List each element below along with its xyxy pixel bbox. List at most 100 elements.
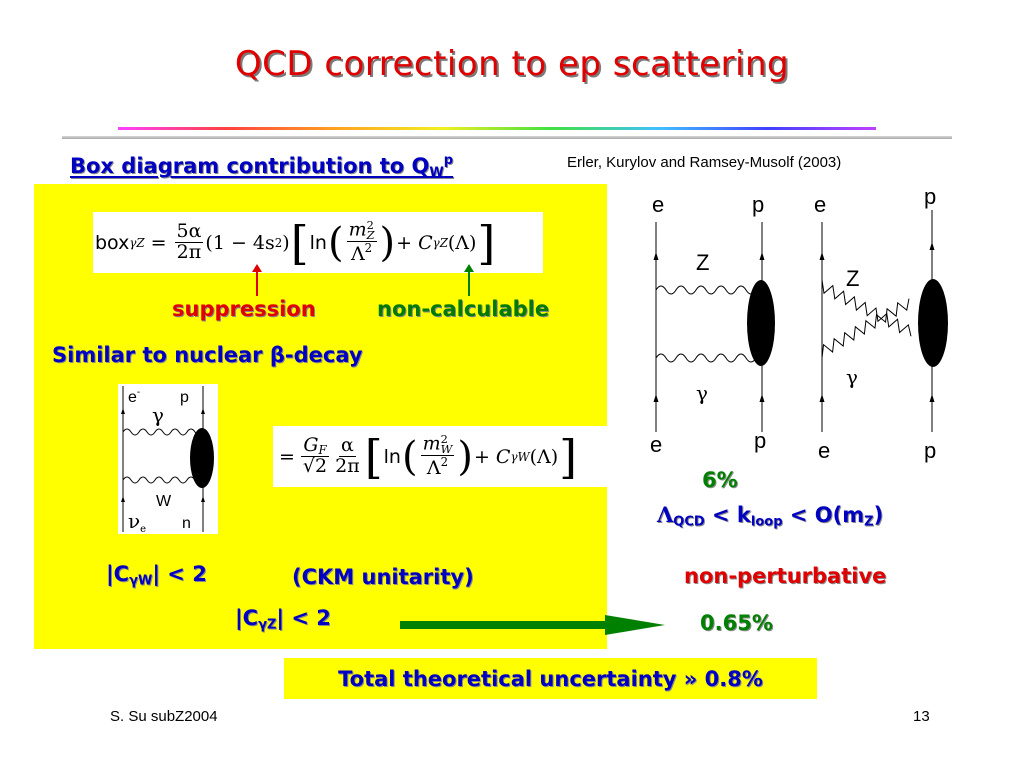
formula2-c-arg: (Λ) — [529, 445, 559, 468]
formula2-inner-den-l: Λ — [426, 456, 441, 479]
formula1-lhs: box — [95, 231, 130, 254]
right-arrow-icon — [400, 615, 665, 635]
formula2-inner-den-sup: 2 — [440, 454, 449, 469]
formula2-alpha-num: α — [338, 434, 356, 457]
ckm2-post: | < 2 — [276, 606, 331, 630]
similar-to-beta-decay: Similar to nuclear β-decay — [52, 343, 363, 367]
formula2-inner-num-sub: W — [440, 442, 453, 457]
formula1-c-arg: (Λ) — [447, 231, 477, 254]
formula1-equals: = — [150, 231, 167, 254]
small-n-label: n — [182, 515, 191, 532]
rainbow-divider — [118, 127, 876, 130]
formula1-inner-den-sup: 2 — [364, 240, 373, 255]
formula2-ln: ln — [383, 445, 401, 468]
formula1-num: 5α — [174, 220, 204, 243]
formula1-inner-num-sup: 2 — [366, 218, 374, 233]
lambda-mid: < k — [704, 503, 751, 527]
d1-gamma: γ — [696, 381, 708, 405]
d2-e-top: e — [814, 192, 826, 217]
lambda-m-sub: Z — [864, 514, 874, 530]
crossed-box-diagram: e p Z γ e p — [814, 184, 948, 463]
direct-box-diagram: e p Z γ e p — [650, 192, 775, 457]
formula1-factor-sup: 2 — [274, 235, 283, 250]
d1-p-top: p — [752, 192, 764, 217]
d2-p-top: p — [924, 184, 936, 209]
small-e: e — [128, 389, 137, 406]
formula1-lparen: ( — [327, 219, 344, 266]
small-gamma-label: γ — [152, 403, 164, 427]
beta-decay-box-diagram: e- p γ W νe n — [118, 384, 218, 534]
slide-number: 13 — [913, 708, 930, 725]
formula1-rparen: ) — [379, 219, 396, 266]
lambda-k-sub: loop — [750, 514, 783, 530]
lambda-close: ) — [873, 503, 884, 527]
d1-p-bot: p — [754, 428, 766, 453]
formula1-ln: ln — [309, 231, 327, 254]
formula2-inner-den: Λ2 — [425, 454, 450, 479]
formula1-factor: (1 − 4s — [205, 231, 275, 254]
suppression-arrow-icon — [252, 264, 262, 296]
formula2-plus: + — [473, 445, 496, 468]
formula1-c: C — [418, 231, 433, 254]
lambda-qcd-range: ΛQCD < kloop < O(mZ) — [657, 502, 883, 529]
small-w-label: W — [156, 493, 172, 510]
heading-text: Box diagram contribution to Q — [70, 154, 430, 179]
ckm2-pre: |C — [235, 606, 259, 630]
formula2-gf-num: GF — [301, 433, 329, 458]
formula2-inner-num-sup: 2 — [440, 432, 448, 447]
d1-z: Z — [696, 250, 709, 275]
total-uncertainty-box: Total theoretical uncertainty » 0.8% — [284, 658, 817, 699]
formula2-c-sub: γW — [510, 449, 530, 464]
d1-e-bot: e — [650, 432, 662, 457]
formula1-den: 2π — [176, 241, 202, 263]
heading-sup: p — [443, 153, 454, 168]
formula2-rbracket: ] — [559, 429, 578, 484]
d2-gamma: γ — [846, 365, 858, 389]
zero-65-percent: 0.65% — [700, 611, 773, 635]
formula1-c-sub: γZ — [432, 235, 448, 250]
small-nu: ν — [128, 509, 140, 533]
formula1-factor-close: ) — [282, 231, 290, 254]
formula2-lbracket: [ — [364, 429, 383, 484]
ckm1-post: | < 2 — [152, 562, 207, 586]
formula1-plus: + — [396, 231, 419, 254]
c-gamma-w-bound: |CγW| < 2 — [106, 562, 207, 588]
box-diagram-heading: Box diagram contribution to QWp — [70, 153, 453, 180]
formula1-inner-den-l: Λ — [350, 242, 365, 265]
formula2-c: C — [495, 445, 511, 468]
six-percent: 6% — [702, 468, 738, 492]
formula1-rbracket: ] — [477, 215, 496, 270]
formula2-gf-fraction: GF √2 — [301, 433, 329, 477]
formula2-gf: G — [303, 433, 319, 456]
ckm1-pre: |C — [106, 562, 130, 586]
z-gamma-box-diagrams: e p Z γ e p e p Z γ e p — [650, 184, 948, 463]
formula1-inner-num-m: m — [348, 218, 367, 241]
ckm1-sub: γW — [129, 573, 153, 589]
footer-author: S. Su subZ2004 — [110, 708, 218, 725]
small-e-sup: - — [137, 387, 140, 398]
formula2-lparen: ( — [401, 433, 418, 480]
formula2-alpha-den: 2π — [335, 455, 360, 477]
non-perturbative-label: non-perturbative — [684, 564, 887, 588]
formula2-inner-num-m: m — [422, 432, 441, 455]
c-gamma-z-bound: |CγZ| < 2 — [235, 606, 331, 632]
ckm-unitarity-note: (CKM unitarity) — [292, 565, 474, 589]
d2-e-bot: e — [818, 438, 830, 463]
formula2-gf-sub: F — [318, 442, 327, 457]
small-p-label: p — [180, 389, 189, 406]
noncalculable-label: non-calculable — [377, 297, 550, 321]
formula1-inner-den: Λ2 — [349, 240, 374, 265]
lambda-l: Λ — [657, 502, 674, 527]
formula1-fraction: 5α 2π — [174, 220, 204, 263]
citation: Erler, Kurylov and Ramsey-Musolf (2003) — [567, 154, 842, 171]
d1-e-top: e — [652, 192, 664, 217]
formula1-inner-num-sub: Z — [366, 228, 375, 243]
d2-z: Z — [846, 266, 859, 291]
lambda-post: < O(m — [782, 503, 865, 527]
